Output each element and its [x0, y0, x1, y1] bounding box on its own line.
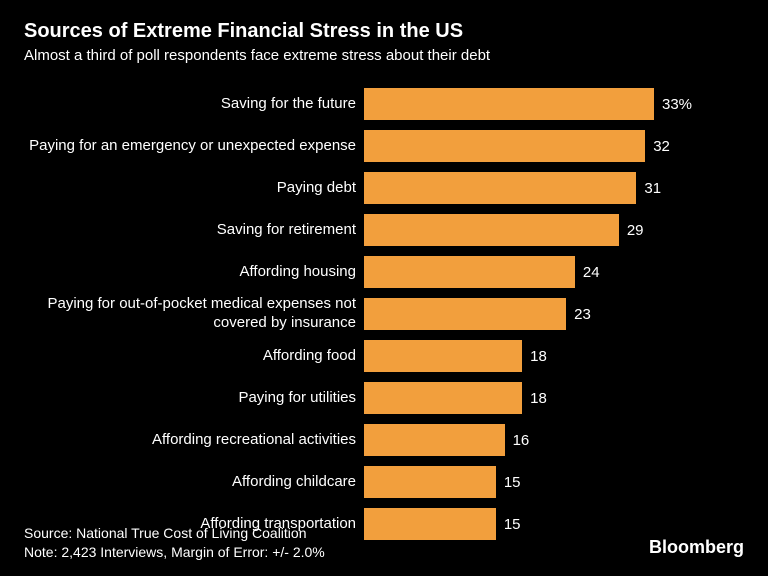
bar-label: Paying for an emergency or unexpected ex… [24, 137, 364, 156]
chart-subtitle: Almost a third of poll respondents face … [24, 47, 744, 64]
bar [364, 424, 505, 456]
bar-track: 16 [364, 424, 744, 456]
chart-row: Paying for utilities 18 [24, 378, 744, 418]
bar-label: Saving for retirement [24, 221, 364, 240]
chart-row: Affording food 18 [24, 336, 744, 376]
bar-label: Paying for out-of-pocket medical expense… [24, 295, 364, 333]
bar-track: 15 [364, 466, 744, 498]
chart-row: Paying for out-of-pocket medical expense… [24, 294, 744, 334]
bar [364, 256, 575, 288]
bar-value: 23 [574, 306, 591, 323]
bar-track: 31 [364, 172, 744, 204]
chart-row: Paying debt 31 [24, 168, 744, 208]
bar-label: Paying debt [24, 179, 364, 198]
bar [364, 130, 645, 162]
bar-value: 18 [530, 348, 547, 365]
bar-label: Affording housing [24, 263, 364, 282]
chart-row: Saving for retirement 29 [24, 210, 744, 250]
bar [364, 214, 619, 246]
bar-label: Affording food [24, 347, 364, 366]
bar-value: 31 [644, 180, 661, 197]
chart-footer: Source: National True Cost of Living Coa… [24, 524, 744, 562]
bar-value: 29 [627, 222, 644, 239]
bar [364, 298, 566, 330]
bar-track: 24 [364, 256, 744, 288]
bar-track: 23 [364, 298, 744, 330]
bar [364, 172, 636, 204]
bar-track: 18 [364, 382, 744, 414]
bar-track: 32 [364, 130, 744, 162]
bar-label: Affording childcare [24, 473, 364, 492]
chart-row: Affording housing 24 [24, 252, 744, 292]
brand-logo: Bloomberg [649, 537, 744, 558]
bar-track: 29 [364, 214, 744, 246]
bar [364, 88, 654, 120]
bar-label: Affording recreational activities [24, 431, 364, 450]
bar-track: 18 [364, 340, 744, 372]
note-text: Note: 2,423 Interviews, Margin of Error:… [24, 543, 744, 562]
bar-value: 24 [583, 264, 600, 281]
chart-row: Affording childcare 15 [24, 462, 744, 502]
bar-value: 18 [530, 390, 547, 407]
source-text: Source: National True Cost of Living Coa… [24, 524, 744, 543]
bar [364, 466, 496, 498]
bar-value: 16 [513, 432, 530, 449]
bar-label: Saving for the future [24, 95, 364, 114]
bar [364, 340, 522, 372]
bar-chart: Saving for the future 33% Paying for an em… [24, 84, 744, 544]
bar [364, 382, 522, 414]
chart-row: Paying for an emergency or unexpected ex… [24, 126, 744, 166]
chart-row: Saving for the future 33% [24, 84, 744, 124]
chart-title: Sources of Extreme Financial Stress in t… [24, 20, 744, 43]
chart-row: Affording recreational activities 16 [24, 420, 744, 460]
bar-value: 32 [653, 138, 670, 155]
bar-track: 33% [364, 88, 744, 120]
bar-value: 33% [662, 96, 692, 113]
bar-value: 15 [504, 474, 521, 491]
bar-label: Paying for utilities [24, 389, 364, 408]
